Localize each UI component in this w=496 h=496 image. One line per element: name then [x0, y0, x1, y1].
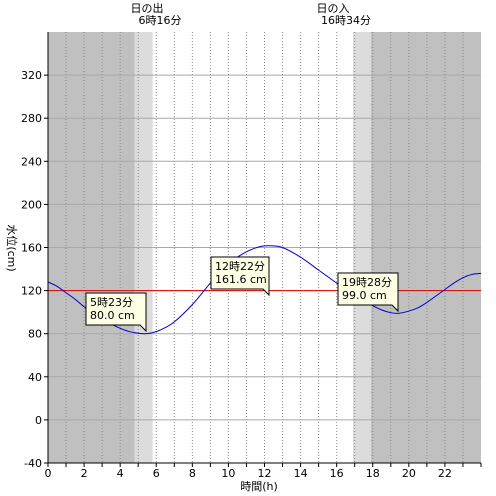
callout-box [337, 272, 399, 313]
y-tick-label: 80 [28, 328, 42, 341]
sunrise-label: 日の出 [131, 1, 164, 15]
x-tick-label: 14 [294, 467, 308, 480]
y-tick-label: 200 [21, 198, 42, 211]
x-tick-label: 4 [117, 467, 124, 480]
x-tick-label: 8 [189, 467, 196, 480]
sunset-label: 日の入 [317, 2, 350, 15]
x-tick-label: 12 [258, 467, 272, 480]
callout-time: 5時23分 [90, 296, 133, 309]
callout-value: 99.0 cm [342, 289, 387, 302]
y-tick-label: 240 [21, 155, 42, 168]
callout-value: 80.0 cm [90, 309, 135, 322]
y-tick-labels: -40 0 40 80 120 160 200 240 280 320 [21, 69, 48, 470]
y-tick-label: 120 [21, 285, 42, 298]
y-tick-label: 280 [21, 112, 42, 125]
x-tick-label: 6 [153, 467, 160, 480]
callout-time: 19時28分 [342, 276, 392, 289]
x-tick-labels: 0 2 4 6 8 10 12 14 16 18 20 22 [45, 463, 482, 480]
x-tick-label: 20 [402, 467, 416, 480]
x-tick-label: 0 [45, 467, 52, 480]
y-tick-label: 320 [21, 69, 42, 82]
sunrise-time: 6時16分 [139, 14, 182, 27]
x-tick-label: 2 [81, 467, 88, 480]
y-tick-label: 0 [35, 414, 42, 427]
x-tick-label: 22 [438, 467, 452, 480]
sunset-time: 16時34分 [321, 14, 371, 27]
y-tick-label: -40 [24, 457, 42, 470]
x-tick-label: 10 [221, 467, 235, 480]
callout-box [85, 292, 147, 333]
y-tick-label: 160 [21, 242, 42, 255]
x-tick-label: 16 [330, 467, 344, 480]
callout-box [210, 256, 270, 297]
callout-time: 12時22分 [215, 260, 265, 273]
callout-value: 161.6 cm [215, 273, 267, 286]
x-tick-label: 18 [366, 467, 380, 480]
y-axis-label: 水位(cm) [5, 224, 19, 271]
y-tick-label: 40 [28, 371, 42, 384]
x-axis-label: 時間(h) [240, 480, 278, 493]
